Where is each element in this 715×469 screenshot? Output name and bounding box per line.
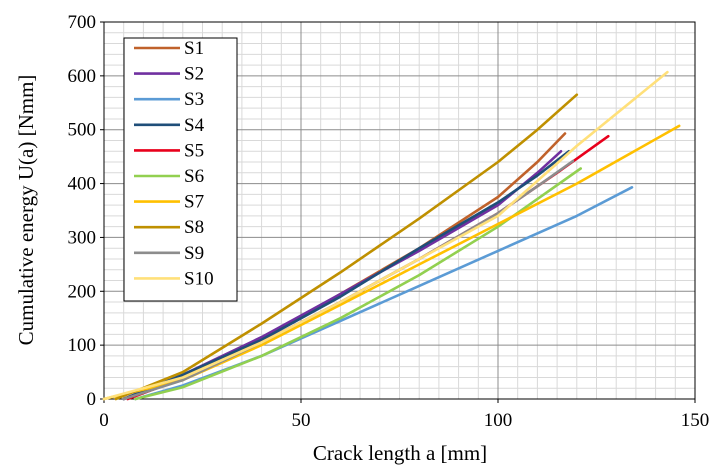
legend-label-s3: S3 — [184, 89, 204, 110]
y-tick-label: 200 — [68, 281, 97, 302]
legend-label-s1: S1 — [184, 38, 204, 59]
y-tick-label: 400 — [68, 174, 97, 195]
legend-label-s6: S6 — [184, 166, 204, 187]
legend-label-s9: S9 — [184, 243, 204, 264]
x-tick-label: 50 — [292, 410, 311, 431]
y-tick-label: 100 — [68, 335, 97, 356]
y-axis-tick-labels: 0 100 200 300 400 500 600 700 — [68, 12, 104, 410]
y-tick-label: 600 — [68, 66, 97, 87]
x-axis-title: Crack length a [mm] — [313, 441, 487, 465]
x-tick-label: 100 — [484, 410, 513, 431]
y-tick-label: 700 — [68, 12, 97, 33]
series-line-s4 — [122, 150, 571, 401]
x-axis-tick-labels: 0 50 100 150 — [99, 399, 709, 431]
legend-label-s7: S7 — [184, 192, 204, 213]
series-line-s3 — [134, 186, 634, 401]
y-tick-label: 500 — [68, 120, 97, 141]
series-line-s10 — [102, 70, 669, 401]
plot-area-frame — [103, 21, 696, 400]
legend-label-s4: S4 — [184, 115, 205, 136]
legend-label-s8: S8 — [184, 217, 204, 238]
legend-label-s2: S2 — [184, 64, 204, 85]
x-tick-label: 150 — [681, 410, 710, 431]
legend-box — [123, 37, 238, 302]
x-tick-label: 0 — [99, 410, 109, 431]
legend-label-s10: S10 — [184, 268, 214, 289]
y-tick-label: 0 — [87, 389, 97, 410]
series-lines — [102, 70, 681, 401]
y-tick-label: 300 — [68, 227, 97, 248]
legend: S1 S2 S3 S4 S5 S6 S7 S8 S9 S10 — [123, 37, 238, 302]
series-line-s8 — [114, 93, 579, 401]
y-axis-title: Cumulative energy U(a) [Nmm] — [14, 75, 38, 346]
series-line-s6 — [134, 167, 583, 401]
legend-label-s5: S5 — [184, 140, 204, 161]
